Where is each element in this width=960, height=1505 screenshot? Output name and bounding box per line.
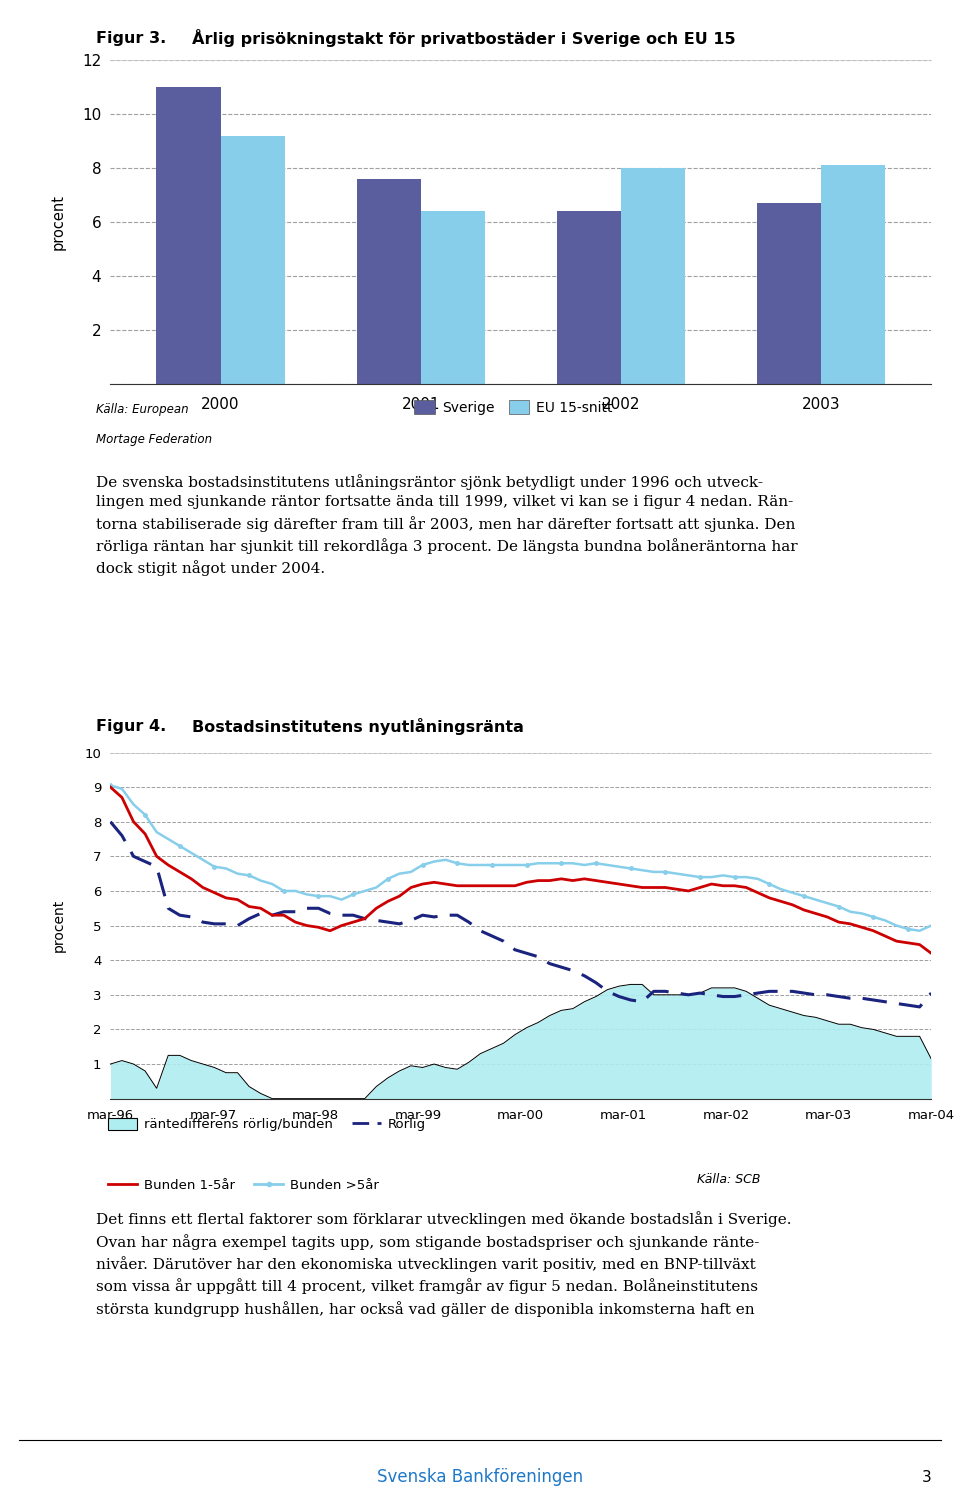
Text: Källa: European: Källa: European	[96, 403, 188, 415]
Bar	[357, 179, 420, 384]
Bar	[221, 135, 284, 384]
Bar	[420, 211, 485, 384]
Text: Årlig prisökningstakt för privatbostäder i Sverige och EU 15: Årlig prisökningstakt för privatbostäder…	[192, 30, 735, 47]
Text: Svenska Bankföreningen: Svenska Bankföreningen	[377, 1469, 583, 1485]
Legend: Sverige, EU 15-snitt: Sverige, EU 15-snitt	[409, 394, 618, 420]
Text: Figur 4.: Figur 4.	[96, 719, 166, 733]
Text: Det finns ett flertal faktorer som förklarar utvecklingen med ökande bostadslån : Det finns ett flertal faktorer som förkl…	[96, 1212, 791, 1317]
Y-axis label: procent: procent	[51, 898, 65, 953]
Bar	[621, 169, 685, 384]
Text: De svenska bostadsinstitutens utlåningsräntor sjönk betydligt under 1996 och utv: De svenska bostadsinstitutens utlåningsr…	[96, 474, 798, 576]
Text: Källa: SCB: Källa: SCB	[697, 1172, 761, 1186]
Y-axis label: procent: procent	[50, 194, 65, 250]
Text: Mortage Federation: Mortage Federation	[96, 433, 212, 445]
Bar	[156, 87, 221, 384]
Text: 3: 3	[922, 1470, 931, 1484]
Legend: Bunden 1-5år, Bunden >5år: Bunden 1-5år, Bunden >5år	[103, 1174, 384, 1198]
Bar	[821, 166, 885, 384]
Text: Bostadsinstitutens nyutlåningsränta: Bostadsinstitutens nyutlåningsränta	[192, 718, 524, 734]
Bar	[557, 211, 621, 384]
Text: Figur 3.: Figur 3.	[96, 32, 166, 45]
Bar	[757, 203, 821, 384]
